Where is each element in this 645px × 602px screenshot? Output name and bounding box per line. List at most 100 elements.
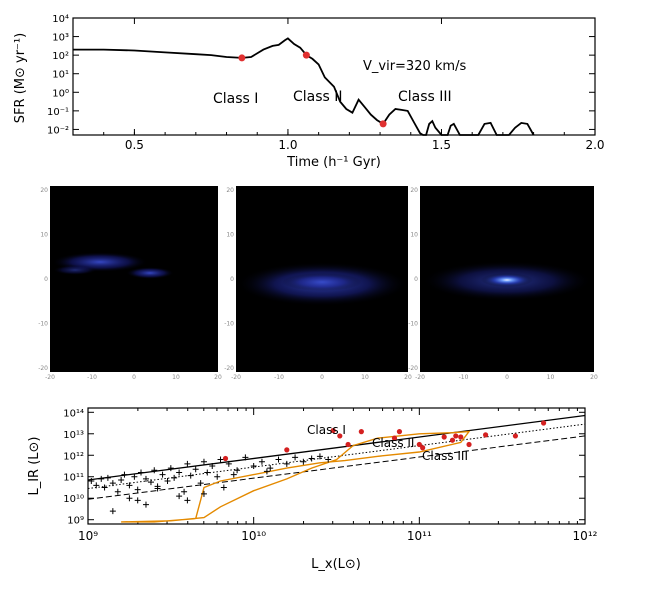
- snapshot-x-tick-label: -10: [87, 374, 97, 381]
- black-plus-point: [217, 456, 224, 463]
- snapshot-x-tick-label: 20: [214, 374, 222, 381]
- snapshot-x-tick-label: 20: [590, 374, 598, 381]
- black-plus-point: [114, 488, 121, 495]
- black-plus-point: [126, 495, 133, 502]
- black-plus-point: [263, 468, 270, 475]
- red-point: [453, 433, 459, 439]
- lir-y-tick-label: 10¹¹: [63, 473, 84, 484]
- snapshot-y-tick-label: 10: [40, 232, 48, 239]
- lir-x-tick-label: 10⁹: [78, 529, 98, 543]
- black-plus-point: [209, 463, 216, 469]
- orange-track: [121, 430, 471, 523]
- black-plus-point: [250, 463, 257, 469]
- red-point: [345, 441, 351, 448]
- snapshot-x-tick-label: 10: [361, 374, 369, 381]
- sfr-class-marker: [238, 54, 246, 62]
- lir-panel: 10⁹ 10¹⁰ 10¹¹ 10¹² 10¹⁴ 10¹³ 10¹² 10¹¹ 10¹⁰ 10⁹ C…: [27, 407, 598, 572]
- snapshot-y-tick-label: -20: [224, 365, 234, 372]
- black-plus-point: [134, 486, 141, 493]
- lir-class-label-3: Class III: [422, 449, 468, 463]
- gas-core: [282, 273, 362, 291]
- snapshot-x-tick-label: 20: [404, 374, 412, 381]
- black-plus-point: [98, 475, 105, 482]
- black-plus-point: [308, 455, 315, 462]
- sfr-markers: [238, 51, 387, 128]
- snapshot-x-tick-label: -10: [274, 374, 284, 381]
- snapshot-x-tick-label: 0: [132, 374, 136, 381]
- black-points: [88, 453, 332, 515]
- sfr-y-tick-label: 10⁴: [52, 14, 69, 25]
- black-plus-point: [283, 460, 290, 467]
- sfr-y-tick-label: 10⁻²: [47, 125, 69, 136]
- sfr-class-label-2: Class II: [293, 89, 343, 105]
- black-plus-point: [138, 469, 145, 476]
- black-plus-point: [176, 469, 183, 476]
- red-point: [284, 447, 290, 453]
- sfr-class-label-3: Class III: [398, 89, 452, 105]
- red-points: [222, 420, 547, 462]
- black-plus-point: [181, 488, 188, 495]
- black-plus-point: [200, 458, 207, 465]
- black-plus-point: [300, 458, 307, 465]
- snapshot-y-tick-label: 0: [44, 276, 48, 283]
- black-plus-point: [230, 471, 237, 478]
- black-plus-point: [275, 456, 282, 463]
- snapshot-y-tick-label: 20: [40, 187, 48, 194]
- snapshot-class-1: [50, 186, 218, 372]
- sfr-y-axis-label: SFR (M⊙ yr⁻¹): [13, 33, 28, 123]
- lir-x-tick-label: 10¹⁰: [241, 529, 266, 543]
- lir-class-label-2: Class II: [372, 436, 414, 450]
- black-plus-point: [109, 480, 116, 487]
- black-plus-point: [214, 473, 221, 480]
- red-point: [420, 445, 426, 451]
- lir-x-axis-label: L_x(L⊙): [311, 557, 361, 572]
- black-plus-point: [159, 471, 166, 478]
- lir-y-tick-label: 10¹³: [63, 430, 84, 441]
- black-plus-point: [131, 473, 138, 480]
- red-point: [449, 437, 456, 443]
- lir-y-tick-label: 10¹⁰: [63, 494, 84, 505]
- gas-blob: [53, 265, 97, 275]
- black-plus-point: [109, 508, 116, 515]
- snapshot-y-tick-label: 10: [410, 232, 418, 239]
- red-point: [396, 429, 403, 435]
- black-plus-point: [258, 458, 265, 465]
- snapshot-x-tick-label: -20: [415, 374, 425, 381]
- black-plus-point: [142, 501, 149, 508]
- lir-dotted-line: [87, 423, 586, 490]
- sfr-class-label-1: Class I: [213, 91, 258, 107]
- sfr-y-tick-label: 10²: [52, 51, 69, 62]
- snapshot-x-tick-label: -20: [231, 374, 241, 381]
- sfr-class-marker: [379, 120, 387, 128]
- sfr-y-tick-label: 10³: [52, 33, 69, 44]
- vvir-annotation: V_vir=320 km/s: [363, 59, 466, 74]
- snapshot-class-3: [420, 186, 594, 372]
- snapshot-y-tick-label: -10: [38, 321, 48, 328]
- snapshot-x-tick-label: 10: [547, 374, 555, 381]
- black-plus-point: [167, 465, 174, 472]
- black-plus-point: [147, 479, 154, 486]
- black-plus-point: [197, 480, 204, 487]
- lir-x-tick-label: 10¹¹: [407, 529, 432, 543]
- sfr-x-ticks: 0.5 1.0 1.5 2.0: [103, 18, 605, 152]
- black-plus-point: [234, 467, 241, 474]
- sfr-x-tick-label: 2.0: [585, 138, 604, 152]
- snapshot-x-tick-label: 10: [172, 374, 180, 381]
- sfr-x-tick-label: 0.5: [125, 138, 144, 152]
- black-plus-point: [88, 478, 95, 485]
- black-plus-point: [118, 476, 125, 483]
- sfr-y-tick-label: 10⁻¹: [47, 107, 69, 118]
- sfr-x-axis-label: Time (h⁻¹ Gyr): [286, 155, 381, 170]
- red-point: [330, 427, 336, 434]
- snapshot-y-tick-label: -10: [224, 321, 234, 328]
- sfr-y-tick-label: 10¹: [52, 70, 69, 81]
- gas-blob: [126, 267, 174, 279]
- snapshot-y-tick-label: 0: [230, 276, 234, 283]
- sfr-x-tick-label: 1.5: [432, 138, 451, 152]
- sfr-x-tick-label: 1.0: [278, 138, 297, 152]
- red-point: [391, 435, 398, 441]
- black-plus-point: [164, 478, 171, 485]
- black-plus-point: [176, 493, 183, 500]
- red-point: [512, 433, 519, 439]
